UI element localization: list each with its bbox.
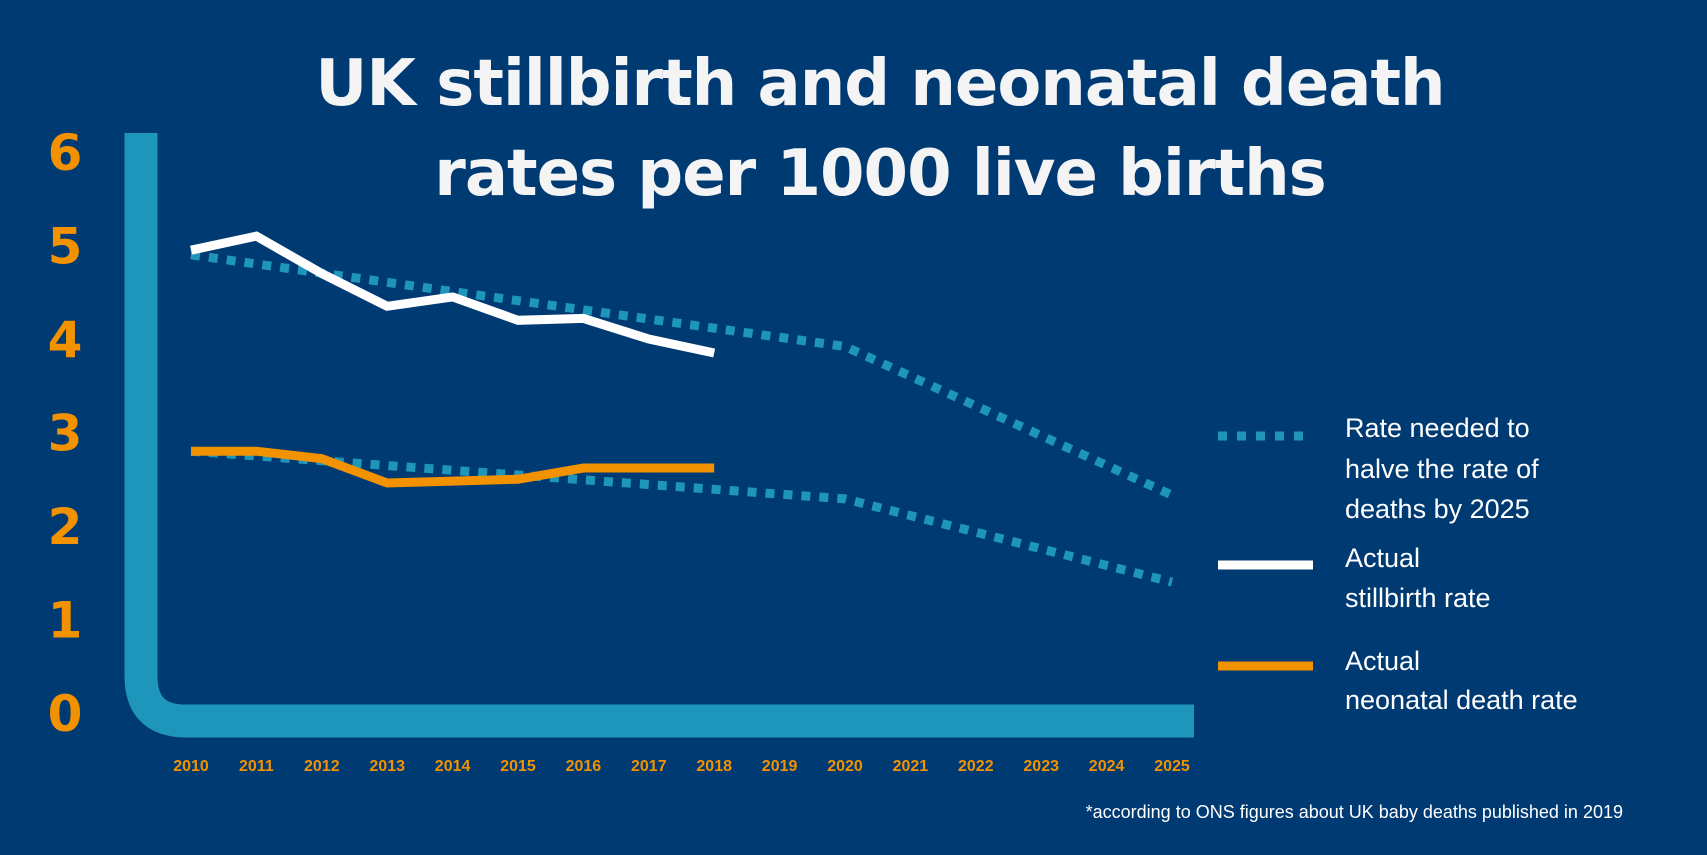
series-line-0 xyxy=(190,250,1174,500)
x-tick-label: 2013 xyxy=(369,758,405,775)
y-tick-label: 0 xyxy=(48,685,83,743)
x-tick-label: 2024 xyxy=(1089,758,1125,775)
x-tick-label: 2017 xyxy=(631,758,667,775)
y-tick-label: 3 xyxy=(48,405,83,463)
y-tick-label: 4 xyxy=(48,311,83,369)
y-tick-label: 2 xyxy=(48,498,83,556)
legend-label-neonatal-1: Actual xyxy=(1345,646,1420,676)
x-tick-label: 2021 xyxy=(893,758,929,775)
x-tick-label: 2011 xyxy=(239,758,274,775)
x-tick-label: 2022 xyxy=(958,758,994,775)
x-tick-label: 2014 xyxy=(435,758,471,775)
chart-title-line-2: rates per 1000 live births xyxy=(434,137,1325,211)
x-tick-label: 2019 xyxy=(762,758,798,775)
legend-label-target-2: halve the rate of xyxy=(1345,454,1539,484)
footnote: *according to ONS figures about UK baby … xyxy=(1086,802,1623,822)
chart-title-line-1: UK stillbirth and neonatal death xyxy=(315,47,1444,121)
x-tick-label: 2023 xyxy=(1023,758,1059,775)
y-tick-label: 1 xyxy=(48,592,83,650)
x-tick-label: 2020 xyxy=(827,758,863,775)
x-tick-label: 2016 xyxy=(566,758,602,775)
x-tick-label: 2018 xyxy=(696,758,732,775)
axis-frame xyxy=(124,133,1194,738)
legend: Rate needed to halve the rate of deaths … xyxy=(1218,413,1578,715)
x-tick-label: 2012 xyxy=(304,758,340,775)
x-tick-label: 2025 xyxy=(1154,758,1190,775)
series-line-3 xyxy=(191,446,715,488)
x-tick-label: 2010 xyxy=(173,758,209,775)
x-tick-label: 2015 xyxy=(500,758,536,775)
y-tick-label: 6 xyxy=(48,124,83,182)
legend-label-target-1: Rate needed to xyxy=(1345,413,1530,443)
series-line-2 xyxy=(190,231,716,358)
legend-label-target-3: deaths by 2025 xyxy=(1345,494,1530,524)
legend-label-stillbirth-1: Actual xyxy=(1345,543,1420,573)
legend-label-neonatal-2: neonatal death rate xyxy=(1345,685,1578,715)
legend-label-stillbirth-2: stillbirth rate xyxy=(1345,583,1491,613)
y-tick-label: 5 xyxy=(48,218,83,276)
